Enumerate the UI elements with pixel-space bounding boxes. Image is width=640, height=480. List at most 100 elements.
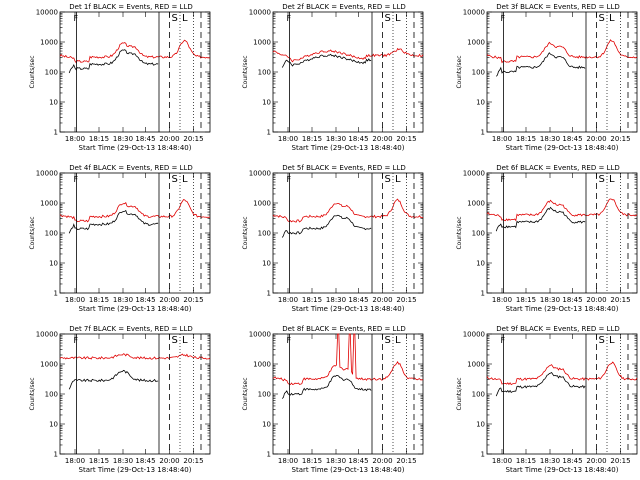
y-tick-label: 1 <box>267 451 271 459</box>
x-axis-label: Start Time (29-Oct-13 18:48:40) <box>79 144 192 152</box>
x-tick-label: 18:30 <box>326 457 346 465</box>
plot-series <box>59 199 211 234</box>
events-series-line <box>68 369 159 390</box>
flag-s: S <box>599 13 605 24</box>
x-tick-label: 18:30 <box>540 135 560 143</box>
x-tick-label: 20:15 <box>396 135 416 143</box>
panel-title: Det 8f BLACK = Events, RED = LLD <box>282 325 405 333</box>
flag-s: S <box>172 13 178 24</box>
y-axis-label: Counts/sec <box>242 55 249 88</box>
y-tick-label: 1000 <box>40 200 58 208</box>
x-tick-label: 20:00 <box>159 135 179 143</box>
flag-l: L <box>182 335 188 346</box>
x-tick-label: 20:00 <box>372 296 392 304</box>
y-tick-label: 10000 <box>463 170 485 178</box>
panel-title: Det 5f BLACK = Events, RED = LLD <box>282 164 405 172</box>
y-tick-label: 1 <box>481 290 485 298</box>
flag-s: S <box>172 335 178 346</box>
x-tick-label: 20:15 <box>396 457 416 465</box>
events-series-line <box>495 206 586 232</box>
y-tick-label: 10000 <box>36 9 58 17</box>
plot-frame <box>59 11 211 133</box>
flag-f: F <box>501 175 506 184</box>
y-tick-label: 1000 <box>467 200 485 208</box>
x-tick-label: 18:45 <box>135 296 155 304</box>
x-tick-label: 18:45 <box>135 135 155 143</box>
x-tick-label: 18:15 <box>302 135 322 143</box>
panel-det-5: Det 5f BLACK = Events, RED = LLD 1 10 100 10… <box>242 164 424 313</box>
flag-s: S <box>599 335 605 346</box>
y-tick-label: 1 <box>54 129 58 137</box>
lld-series-line <box>486 198 638 222</box>
x-tick-label: 18:30 <box>540 296 560 304</box>
panel-det-3: Det 3f BLACK = Events, RED = LLD 1 10 100 10… <box>456 3 638 152</box>
x-tick-label: 18:00 <box>278 135 298 143</box>
flag-s: S <box>385 13 391 24</box>
flag-f: F <box>501 14 506 23</box>
x-axis-label: Start Time (29-Oct-13 18:48:40) <box>79 466 192 474</box>
x-tick-label: 18:45 <box>348 457 368 465</box>
events-series-line <box>281 53 372 68</box>
x-tick-label: 20:00 <box>586 296 606 304</box>
flag-s: S <box>172 174 178 185</box>
x-tick-label: 20:00 <box>586 457 606 465</box>
panel-title: Det 4f BLACK = Events, RED = LLD <box>69 164 192 172</box>
x-tick-label: 18:45 <box>562 457 582 465</box>
y-tick-label: 10000 <box>36 170 58 178</box>
x-axis-label: Start Time (29-Oct-13 18:48:40) <box>292 144 405 152</box>
y-tick-label: 10 <box>49 260 58 268</box>
y-tick-label: 10 <box>476 421 485 429</box>
y-tick-label: 10 <box>262 421 271 429</box>
flag-s: S <box>385 335 391 346</box>
y-tick-label: 100 <box>258 69 271 77</box>
x-tick-label: 18:15 <box>516 135 536 143</box>
flag-l: L <box>609 335 615 346</box>
y-tick-label: 10000 <box>249 331 271 339</box>
x-tick-label: 18:00 <box>65 296 85 304</box>
lld-series-line <box>59 39 211 64</box>
flag-l: L <box>182 174 188 185</box>
panel-det-7: Det 7f BLACK = Events, RED = LLD 1 10 100 10… <box>29 325 211 474</box>
y-tick-label: 1 <box>481 129 485 137</box>
x-tick-label: 20:00 <box>159 296 179 304</box>
y-tick-label: 10000 <box>36 331 58 339</box>
plot-series <box>486 361 638 397</box>
flag-l: L <box>609 174 615 185</box>
x-tick-label: 18:15 <box>89 296 109 304</box>
lld-series-line <box>486 361 638 386</box>
y-axis-label: Counts/sec <box>456 216 463 249</box>
x-tick-label: 20:15 <box>396 296 416 304</box>
flag-f: F <box>74 14 79 23</box>
y-tick-label: 1000 <box>253 200 271 208</box>
y-tick-label: 10 <box>476 99 485 107</box>
plot-frame <box>59 333 211 455</box>
y-tick-label: 1000 <box>467 39 485 47</box>
x-axis-label: Start Time (29-Oct-13 18:48:40) <box>79 305 192 313</box>
x-tick-label: 20:00 <box>159 457 179 465</box>
flag-f: F <box>74 175 79 184</box>
x-tick-label: 18:00 <box>492 457 512 465</box>
plot-frame <box>59 172 211 294</box>
y-tick-label: 1 <box>481 451 485 459</box>
panel-title: Det 6f BLACK = Events, RED = LLD <box>496 164 619 172</box>
flag-l: L <box>395 13 401 24</box>
y-tick-label: 1 <box>54 451 58 459</box>
lld-series-line <box>272 333 423 386</box>
plot-series <box>272 198 424 238</box>
lld-series-line <box>59 353 211 360</box>
x-tick-label: 18:15 <box>89 135 109 143</box>
x-tick-label: 18:00 <box>278 296 298 304</box>
x-tick-label: 20:15 <box>610 135 630 143</box>
y-axis-label: Counts/sec <box>242 216 249 249</box>
panel-title: Det 3f BLACK = Events, RED = LLD <box>496 3 619 11</box>
flag-f: F <box>287 336 292 345</box>
y-tick-label: 10 <box>476 260 485 268</box>
y-tick-label: 1000 <box>467 361 485 369</box>
flag-f: F <box>287 175 292 184</box>
events-series-line <box>495 371 586 397</box>
flag-f: F <box>74 336 79 345</box>
x-tick-label: 18:30 <box>326 135 346 143</box>
x-axis-label: Start Time (29-Oct-13 18:48:40) <box>506 305 619 313</box>
plot-series <box>59 353 211 390</box>
events-series-line <box>68 209 159 234</box>
